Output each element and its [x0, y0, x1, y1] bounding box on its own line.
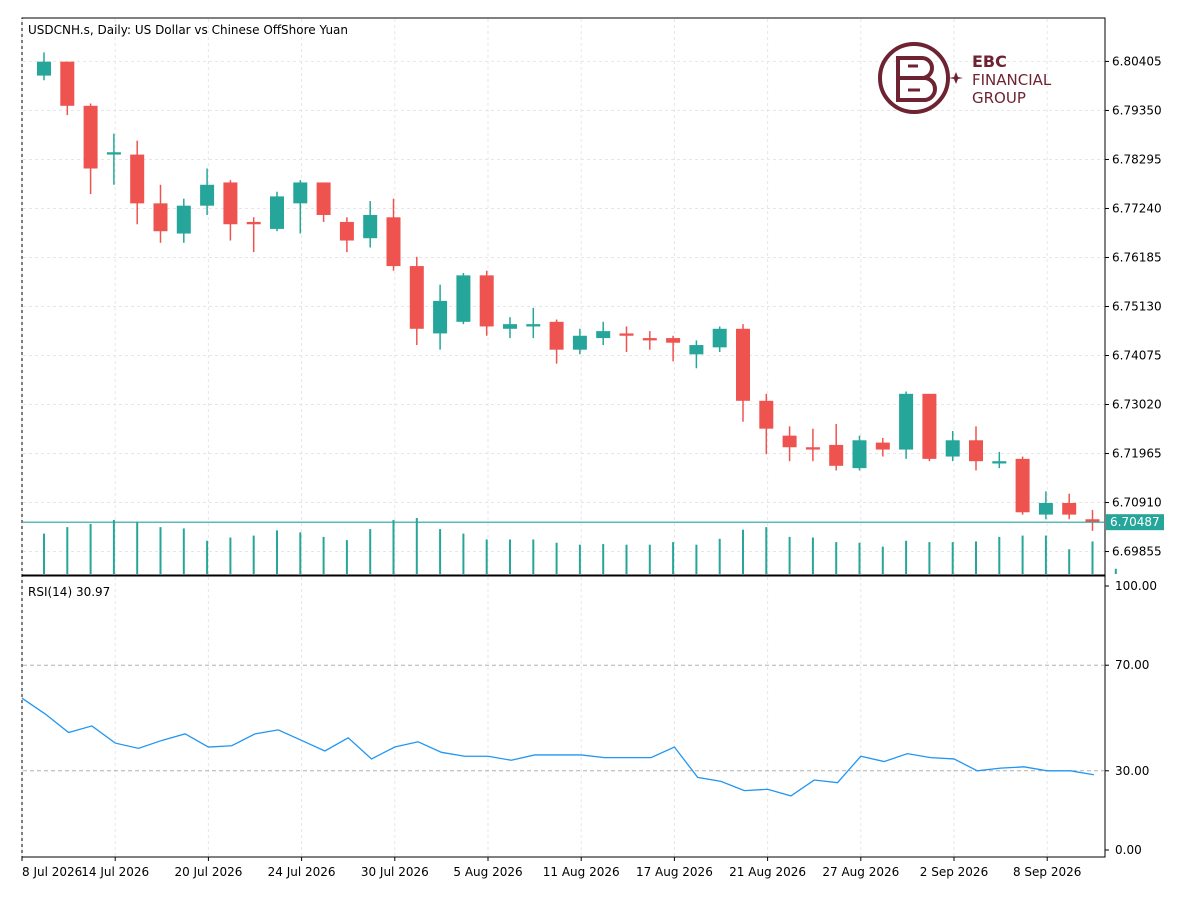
bull-candle	[200, 184, 215, 206]
bear-candle	[666, 338, 681, 343]
time-axis-label: 27 Aug 2026	[822, 865, 899, 879]
bull-candle	[433, 300, 448, 334]
bull-candle	[37, 61, 51, 76]
bear-candle	[223, 182, 238, 225]
rsi-axis-label: 100.00	[1115, 579, 1157, 593]
price-axis-label: 6.70910	[1112, 496, 1162, 510]
ebc-logo: EBC FINANCIAL GROUP	[878, 42, 1052, 114]
bull-candle	[456, 275, 471, 322]
price-axis-label: 6.73020	[1112, 398, 1162, 412]
bull-candle	[899, 393, 914, 450]
bear-candle	[316, 182, 331, 215]
price-axis-label: 6.77240	[1112, 201, 1162, 215]
logo-line3: GROUP	[972, 89, 1026, 107]
logo-sparkle-icon	[949, 72, 963, 84]
volume-histogram	[43, 518, 1117, 574]
bear-candle	[60, 61, 75, 106]
bull-candle	[945, 440, 960, 457]
time-axis-label: 11 Aug 2026	[543, 865, 620, 879]
logo-brand: EBC	[972, 52, 1007, 71]
rsi-axis-label: 70.00	[1115, 658, 1149, 672]
rsi-line	[21, 697, 1094, 797]
price-axis-label: 6.79350	[1112, 103, 1162, 117]
bull-candle	[572, 335, 587, 350]
rsi-title: RSI(14) 30.97	[28, 585, 110, 599]
rsi-axis-label: 30.00	[1115, 764, 1149, 778]
axes: 6.80405 6.79350 6.78295 6.77240 6.76185 6.751…	[21, 54, 1164, 879]
bear-candle	[782, 435, 797, 448]
price-axis-label: 6.71965	[1112, 447, 1162, 461]
bear-candle	[153, 203, 168, 232]
bull-candle	[503, 324, 517, 329]
bull-candle	[363, 214, 378, 239]
bear-candle	[409, 266, 424, 329]
time-axis-label: 8 Jul 2026	[22, 865, 82, 879]
bear-candle	[619, 333, 634, 336]
time-axis-label: 30 Jul 2026	[361, 865, 429, 879]
time-axis-label: 17 Aug 2026	[636, 865, 713, 879]
time-axis-label: 2 Sep 2026	[920, 865, 988, 879]
price-axis-label: 6.74075	[1112, 348, 1162, 362]
bear-candle	[549, 321, 564, 350]
price-panel-frame	[21, 17, 1106, 576]
current-price-label: 6.70487	[1110, 515, 1160, 529]
rsi-series	[21, 697, 1094, 797]
rsi-panel-frame	[21, 575, 1106, 858]
time-axis-label: 21 Aug 2026	[729, 865, 806, 879]
bull-candle	[689, 345, 704, 355]
bull-candle	[526, 324, 541, 327]
bear-candle	[339, 221, 354, 241]
bull-candle	[1038, 502, 1053, 515]
bull-candle	[106, 152, 121, 155]
price-axis-label: 6.75130	[1112, 299, 1162, 313]
bear-candle	[875, 442, 890, 450]
time-axis-label: 14 Jul 2026	[81, 865, 149, 879]
bear-candle	[1062, 502, 1077, 515]
bear-candle	[922, 393, 937, 459]
bear-candle	[1015, 458, 1030, 513]
price-axis-label: 6.80405	[1112, 54, 1162, 68]
time-axis-label: 20 Jul 2026	[174, 865, 242, 879]
bear-candle	[759, 400, 774, 429]
chart-title: USDCNH.s, Daily: US Dollar vs Chinese Of…	[28, 23, 348, 37]
time-axis-label: 24 Jul 2026	[268, 865, 336, 879]
price-axis-label: 6.76185	[1112, 250, 1162, 264]
price-axis-label: 6.69855	[1112, 545, 1162, 559]
logo-letters-icon	[896, 56, 937, 102]
grid-lines	[21, 19, 1104, 856]
bear-candle	[83, 105, 98, 169]
bull-candle	[992, 461, 1007, 464]
logo-ring-icon	[878, 42, 950, 114]
time-axis-label: 5 Aug 2026	[453, 865, 522, 879]
bear-candle	[969, 440, 983, 462]
bull-candle	[176, 205, 191, 234]
bear-candle	[386, 217, 401, 267]
bear-candle	[805, 447, 820, 450]
bull-candle	[712, 328, 727, 348]
bull-candle	[852, 440, 867, 469]
price-axis-label: 6.78295	[1112, 152, 1162, 166]
bear-candle	[829, 444, 844, 466]
bull-candle	[596, 331, 611, 339]
logo-line2: FINANCIAL	[972, 71, 1052, 89]
time-axis-label: 8 Sep 2026	[1013, 865, 1081, 879]
bear-candle	[479, 275, 494, 327]
bear-candle	[736, 328, 750, 401]
current-price-badge	[1106, 514, 1164, 531]
rsi-axis-label: 0.00	[1115, 843, 1142, 857]
bull-candle	[293, 182, 308, 204]
candlestick-series	[23, 52, 1105, 531]
bear-candle	[130, 154, 145, 204]
bear-candle	[1085, 519, 1100, 523]
bear-candle	[246, 221, 261, 225]
bear-candle	[642, 338, 657, 341]
bull-candle	[270, 196, 284, 229]
